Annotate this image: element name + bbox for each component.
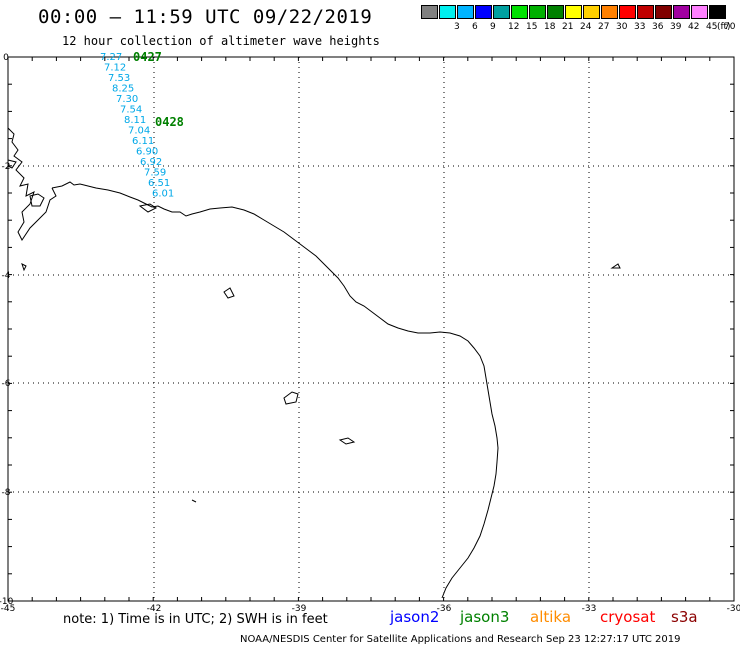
lon-tick-label: -42 — [147, 604, 162, 614]
legend-label: 12 — [508, 22, 520, 32]
swh-value: 8.11 — [124, 115, 146, 126]
lon-tick-label: -45 — [1, 604, 16, 614]
swh-value: 7.53 — [108, 73, 130, 84]
legend-label: 6 — [472, 22, 478, 32]
lat-tick-label: 0 — [3, 53, 9, 63]
swh-value: 6.01 — [152, 189, 174, 200]
pass-time-label: 0428 — [155, 115, 184, 129]
legend-label: 27 — [598, 22, 610, 32]
legend-swatch — [565, 5, 582, 19]
legend-label: 21 — [562, 22, 574, 32]
legend-swatch — [475, 5, 492, 19]
swh-value: 6.51 — [148, 178, 170, 189]
legend-label: 42 — [688, 22, 700, 32]
graticule — [8, 57, 734, 601]
swh-value: 7.30 — [116, 94, 138, 105]
axis-ticks — [7, 56, 735, 602]
legend-label: 33 — [634, 22, 646, 32]
legend-label: 9 — [490, 22, 496, 32]
swh-value: 7.59 — [144, 168, 166, 179]
longitude-labels: -45 -42 -39 -36 -33 -30 — [1, 604, 740, 614]
swh-value: 8.25 — [112, 84, 134, 95]
legend-label: 70 — [724, 22, 736, 32]
swh-value: 6.92 — [140, 157, 162, 168]
altimeter-track: 7.277.127.538.257.307.548.117.046.116.90… — [100, 50, 184, 200]
legend-swatch — [421, 5, 438, 19]
lat-tick-label: -2 — [2, 162, 11, 172]
legend-label: 18 — [544, 22, 556, 32]
legend-label: 45 — [706, 22, 718, 32]
map-title: 00:00 – 11:59 UTC 09/22/2019 — [38, 6, 373, 28]
legend-swatch — [457, 5, 474, 19]
lon-tick-label: -30 — [727, 604, 740, 614]
legend-swatch — [529, 5, 546, 19]
lat-tick-label: -6 — [2, 379, 11, 389]
coastline — [7, 127, 621, 599]
legend-label: 39 — [670, 22, 682, 32]
map-frame — [7, 56, 735, 602]
legend-unit: (ft) — [717, 22, 731, 32]
legend-swatch — [619, 5, 636, 19]
mission-jason3: jason3 — [460, 608, 510, 626]
lat-tick-label: -10 — [0, 597, 14, 607]
lon-tick-label: -36 — [437, 604, 452, 614]
swh-value: 7.04 — [128, 126, 150, 137]
legend-swatch — [655, 5, 672, 19]
map-subtitle: 12 hour collection of altimeter wave hei… — [62, 34, 380, 48]
lon-tick-label: -33 — [582, 604, 597, 614]
legend-swatch — [439, 5, 456, 19]
lon-tick-label: -39 — [292, 604, 307, 614]
legend-swatch — [547, 5, 564, 19]
legend-swatch — [493, 5, 510, 19]
footnote: note: 1) Time is in UTC; 2) SWH is in fe… — [63, 612, 328, 627]
mission-jason2: jason2 — [390, 608, 440, 626]
legend-swatch — [637, 5, 654, 19]
swh-value: 7.27 — [100, 52, 122, 63]
pass-time-label: 0427 — [133, 50, 162, 64]
legend-label: 3 — [454, 22, 460, 32]
lat-tick-label: -8 — [2, 488, 11, 498]
credit-line: NOAA/NESDIS Center for Satellite Applica… — [240, 634, 681, 645]
swh-value: 6.90 — [136, 147, 158, 158]
mission-cryosat: cryosat — [600, 608, 656, 626]
legend-swatch — [673, 5, 690, 19]
swh-value: 7.12 — [104, 63, 126, 74]
swh-value: 6.11 — [132, 136, 154, 147]
latitude-labels: 0 -2 -4 -6 -8 -10 — [0, 53, 14, 607]
legend-swatch — [691, 5, 708, 19]
legend-swatch — [511, 5, 528, 19]
legend-swatch — [709, 5, 726, 19]
legend-label: 30 — [616, 22, 628, 32]
legend-label: 24 — [580, 22, 592, 32]
legend-label: 36 — [652, 22, 664, 32]
lat-tick-label: -4 — [2, 271, 11, 281]
mission-s3a: s3a — [671, 608, 698, 626]
mission-altika: altika — [530, 608, 572, 626]
legend-label: 15 — [526, 22, 538, 32]
swh-value: 7.54 — [120, 105, 142, 116]
legend-swatch — [583, 5, 600, 19]
legend-swatch — [601, 5, 618, 19]
